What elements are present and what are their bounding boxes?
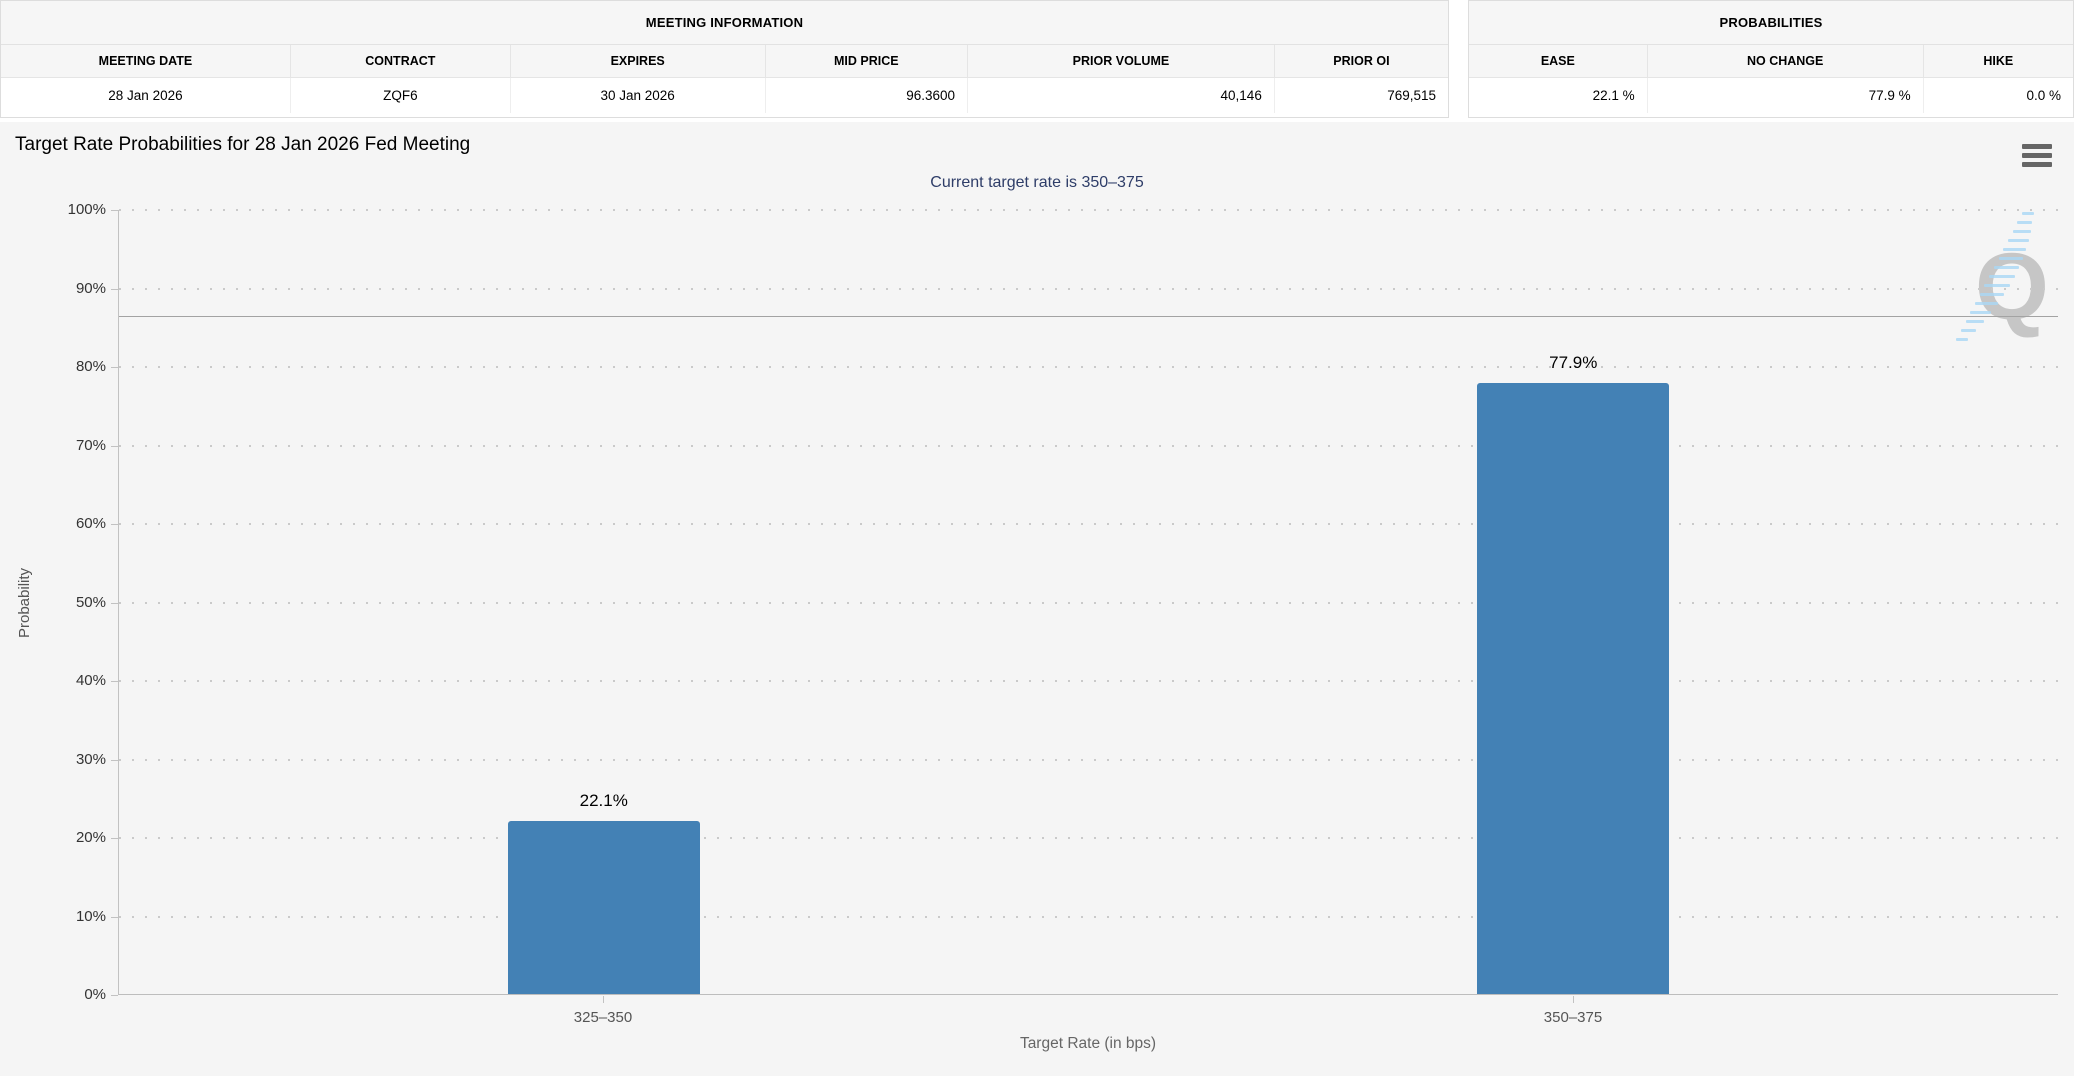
bar-value-label: 22.1% bbox=[579, 790, 628, 810]
y-axis-tick-label: 10% bbox=[75, 907, 106, 925]
y-axis-tick-label: 30% bbox=[75, 750, 106, 768]
y-gridline bbox=[119, 209, 2058, 211]
ease-value: 22.1 % bbox=[1469, 76, 1648, 113]
col-expires: EXPIRES bbox=[509, 45, 766, 78]
bar-325–350[interactable] bbox=[507, 820, 700, 994]
x-axis-tick bbox=[603, 996, 604, 1003]
bar-value-label: 77.9% bbox=[1549, 352, 1598, 372]
x-axis-tick bbox=[1573, 996, 1574, 1003]
probabilities-data-row: 22.1 % 77.9 % 0.0 % bbox=[1469, 76, 2073, 113]
chart-context-menu-button[interactable] bbox=[2022, 144, 2052, 167]
top-tables-row: MEETING INFORMATION MEETING DATE CONTRAC… bbox=[0, 0, 2074, 118]
reference-line bbox=[119, 315, 2058, 317]
y-axis-tick-label: 90% bbox=[75, 279, 106, 297]
meeting-information-table: MEETING INFORMATION MEETING DATE CONTRAC… bbox=[0, 0, 1449, 118]
col-mid-price: MID PRICE bbox=[764, 45, 969, 78]
x-axis-category-label: 350–375 bbox=[1543, 1009, 1603, 1026]
y-gridline bbox=[119, 523, 2058, 525]
col-prior-volume: PRIOR VOLUME bbox=[967, 45, 1275, 78]
meeting-date-value: 28 Jan 2026 bbox=[1, 76, 291, 113]
probabilities-header-row: EASE NO CHANGE HIKE bbox=[1469, 45, 2073, 78]
probabilities-table: PROBABILITIES EASE NO CHANGE HIKE 22.1 %… bbox=[1468, 0, 2074, 118]
hike-value: 0.0 % bbox=[1922, 76, 2073, 113]
prior-oi-value: 769,515 bbox=[1273, 76, 1448, 113]
y-gridline bbox=[119, 287, 2058, 290]
no-change-value: 77.9 % bbox=[1646, 76, 1924, 113]
prior-volume-value: 40,146 bbox=[967, 76, 1275, 113]
col-prior-oi: PRIOR OI bbox=[1273, 45, 1448, 78]
expires-value: 30 Jan 2026 bbox=[509, 76, 766, 113]
y-gridline bbox=[119, 366, 2058, 368]
y-axis-tick bbox=[111, 524, 118, 525]
bar-350–375[interactable] bbox=[1477, 382, 1670, 994]
y-axis-tick-label: 50% bbox=[75, 593, 106, 611]
y-axis-tick-label: 70% bbox=[75, 436, 106, 454]
y-gridline bbox=[119, 680, 2058, 682]
col-no-change: NO CHANGE bbox=[1646, 45, 1924, 78]
y-axis-tick-label: 80% bbox=[75, 358, 106, 375]
chart-subtitle: Current target rate is 350–375 bbox=[930, 174, 1144, 191]
col-contract: CONTRACT bbox=[289, 45, 511, 78]
contract-value: ZQF6 bbox=[289, 76, 511, 113]
y-gridline bbox=[119, 758, 2058, 761]
y-axis-tick bbox=[111, 288, 118, 290]
y-axis-tick bbox=[111, 759, 118, 761]
y-axis-tick bbox=[111, 838, 118, 839]
y-gridline bbox=[119, 444, 2058, 447]
y-axis-tick bbox=[111, 367, 118, 368]
y-axis-tick-label: 0% bbox=[84, 986, 106, 1003]
col-ease: EASE bbox=[1469, 45, 1648, 78]
y-axis-tick bbox=[111, 681, 118, 682]
chart-title: Target Rate Probabilities for 28 Jan 202… bbox=[15, 134, 471, 155]
hamburger-menu-icon bbox=[2022, 144, 2052, 149]
col-hike: HIKE bbox=[1922, 45, 2073, 78]
y-gridline bbox=[119, 601, 2058, 604]
y-axis-tick bbox=[111, 916, 118, 918]
hamburger-menu-icon bbox=[2022, 162, 2052, 167]
target-rate-chart: Target Rate Probabilities for 28 Jan 202… bbox=[0, 122, 2074, 1076]
y-axis-tick-label: 60% bbox=[75, 515, 106, 532]
hamburger-menu-icon bbox=[2022, 153, 2052, 158]
meeting-information-header-row: MEETING DATE CONTRACT EXPIRES MID PRICE … bbox=[1, 45, 1448, 78]
x-axis-title: Target Rate (in bps) bbox=[1019, 1035, 1157, 1052]
col-meeting-date: MEETING DATE bbox=[1, 45, 291, 78]
y-axis-tick-label: 40% bbox=[75, 672, 106, 689]
y-axis-tick bbox=[111, 602, 118, 604]
x-axis-category-label: 325–350 bbox=[573, 1009, 633, 1026]
meeting-information-title: MEETING INFORMATION bbox=[1, 1, 1448, 45]
y-axis-tick-label: 100% bbox=[67, 201, 106, 218]
y-gridline bbox=[119, 837, 2058, 839]
y-gridline bbox=[119, 915, 2058, 918]
mid-price-value: 96.3600 bbox=[764, 76, 969, 113]
probabilities-title: PROBABILITIES bbox=[1469, 1, 2073, 45]
plot-area: 22.1% 77.9% bbox=[118, 209, 2058, 995]
y-axis-tick bbox=[111, 445, 118, 447]
y-axis-tick-label: 20% bbox=[75, 829, 106, 846]
meeting-information-data-row: 28 Jan 2026 ZQF6 30 Jan 2026 96.3600 40,… bbox=[1, 76, 1448, 113]
y-axis-tick bbox=[111, 210, 118, 211]
y-axis-tick bbox=[111, 995, 118, 996]
